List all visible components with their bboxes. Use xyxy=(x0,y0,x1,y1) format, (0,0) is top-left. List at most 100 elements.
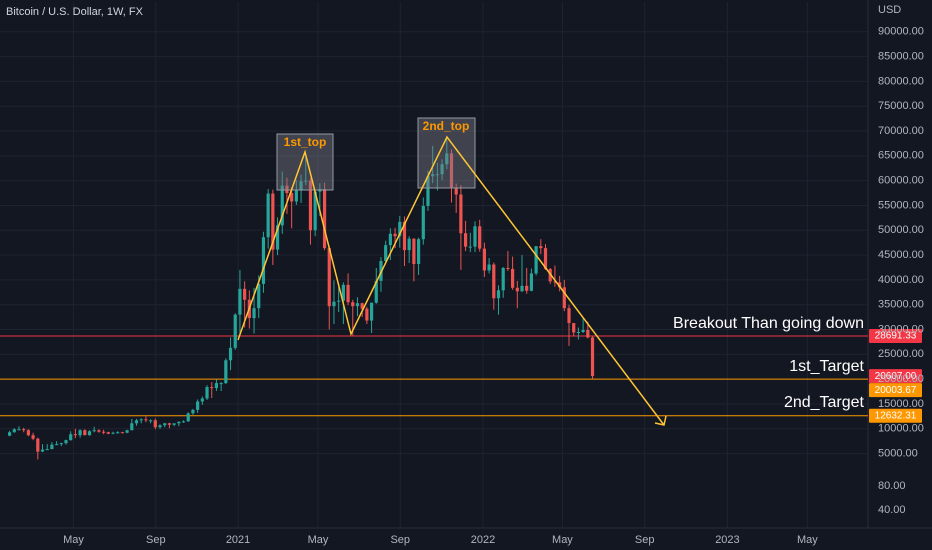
price-label-box xyxy=(869,383,922,398)
candle-body xyxy=(59,443,63,445)
candle-body xyxy=(482,248,486,271)
candle-body xyxy=(562,287,566,309)
annotation: 2nd_Target xyxy=(784,394,865,411)
candle-body xyxy=(125,430,129,433)
x-tick-label: 2022 xyxy=(471,534,495,546)
candle-body xyxy=(435,174,439,176)
candle-body xyxy=(398,221,402,237)
x-tick-label: 2023 xyxy=(715,534,739,546)
candle-body xyxy=(261,237,266,284)
candle-body xyxy=(285,185,289,194)
candle-body xyxy=(266,193,270,238)
candle-body xyxy=(196,401,200,410)
price-label-box xyxy=(869,329,922,344)
candle-body xyxy=(515,287,519,292)
candle-body xyxy=(40,449,45,452)
candle-body xyxy=(163,423,167,426)
candle-body xyxy=(64,440,68,444)
pattern-label: 1st_top xyxy=(284,135,327,149)
price-label: 28691.33 xyxy=(875,331,917,342)
candle-body xyxy=(172,423,176,425)
y-tick-label: 80000.00 xyxy=(878,75,924,87)
candle-body xyxy=(224,360,228,384)
candle-body xyxy=(393,233,397,237)
candle-body xyxy=(487,264,491,271)
candle-body xyxy=(440,164,444,175)
candle-body xyxy=(36,438,40,452)
candle-body xyxy=(290,193,294,202)
candle-body xyxy=(506,267,510,269)
candle-body xyxy=(501,267,505,291)
candle-body xyxy=(31,435,35,439)
candle-body xyxy=(130,423,134,431)
candle-body xyxy=(308,180,313,231)
candle-body xyxy=(280,185,284,226)
candle-body xyxy=(191,409,195,414)
x-tick-label: May xyxy=(308,534,329,546)
candle-body xyxy=(177,421,181,424)
x-tick-label: Sep xyxy=(146,534,166,546)
candle-body xyxy=(346,284,350,303)
candle-body xyxy=(332,301,336,307)
price-label: 20607.00 xyxy=(875,371,917,382)
candle-body xyxy=(520,285,524,292)
candle-body xyxy=(543,248,548,269)
candle-body xyxy=(327,248,331,307)
candle-body xyxy=(294,190,298,202)
candle-body xyxy=(55,444,59,446)
candle-body xyxy=(304,180,308,182)
candle-body xyxy=(299,181,303,191)
candle-body xyxy=(459,194,463,234)
candle-body xyxy=(553,281,557,283)
x-tick-label: May xyxy=(63,534,84,546)
candle-body xyxy=(581,330,585,332)
y-tick-label: 80.00 xyxy=(878,480,906,492)
candle-body xyxy=(355,303,360,307)
candle-body xyxy=(238,288,242,315)
candle-body xyxy=(50,444,54,450)
candle-body xyxy=(200,398,204,402)
candle-body xyxy=(92,430,96,432)
candle-body xyxy=(426,176,430,206)
candle-body xyxy=(181,421,186,423)
candle-body xyxy=(219,383,223,385)
candle-body xyxy=(322,189,327,249)
price-label-box xyxy=(869,408,922,423)
candle-body xyxy=(431,174,435,177)
x-tick-label: May xyxy=(797,534,818,546)
candle-body xyxy=(26,430,30,436)
candle-body xyxy=(463,233,468,247)
candle-body xyxy=(73,434,78,436)
pattern-box xyxy=(276,133,334,191)
grid xyxy=(0,2,868,528)
candle-body xyxy=(243,288,247,300)
candle-body xyxy=(102,431,106,433)
x-tick-label: Sep xyxy=(635,534,655,546)
candle-body xyxy=(22,429,26,431)
y-tick-label: 20000.00 xyxy=(878,373,924,385)
y-tick-label: 40000.00 xyxy=(878,274,924,286)
candle-body xyxy=(539,246,543,249)
arrow-head xyxy=(654,415,667,426)
y-tick-label: 90000.00 xyxy=(878,26,924,38)
candle-body xyxy=(271,193,275,250)
candle-body xyxy=(275,225,280,250)
candle-body xyxy=(337,300,341,302)
candle-body xyxy=(454,187,458,195)
candle-body xyxy=(558,282,562,288)
candle-body xyxy=(205,387,209,399)
candle-body xyxy=(97,430,101,432)
price-label-box xyxy=(869,369,922,384)
candle-body xyxy=(228,347,233,361)
y-tick-label: 35000.00 xyxy=(878,299,924,311)
candle-body xyxy=(313,191,317,231)
y-tick-label: 60000.00 xyxy=(878,175,924,187)
candle-body xyxy=(134,420,139,424)
candle-body xyxy=(106,432,110,434)
candle-body xyxy=(473,226,477,247)
candle-body xyxy=(12,429,16,433)
candle-body xyxy=(111,432,115,434)
price-label: 12632.31 xyxy=(875,410,917,421)
candle-body xyxy=(120,432,125,434)
